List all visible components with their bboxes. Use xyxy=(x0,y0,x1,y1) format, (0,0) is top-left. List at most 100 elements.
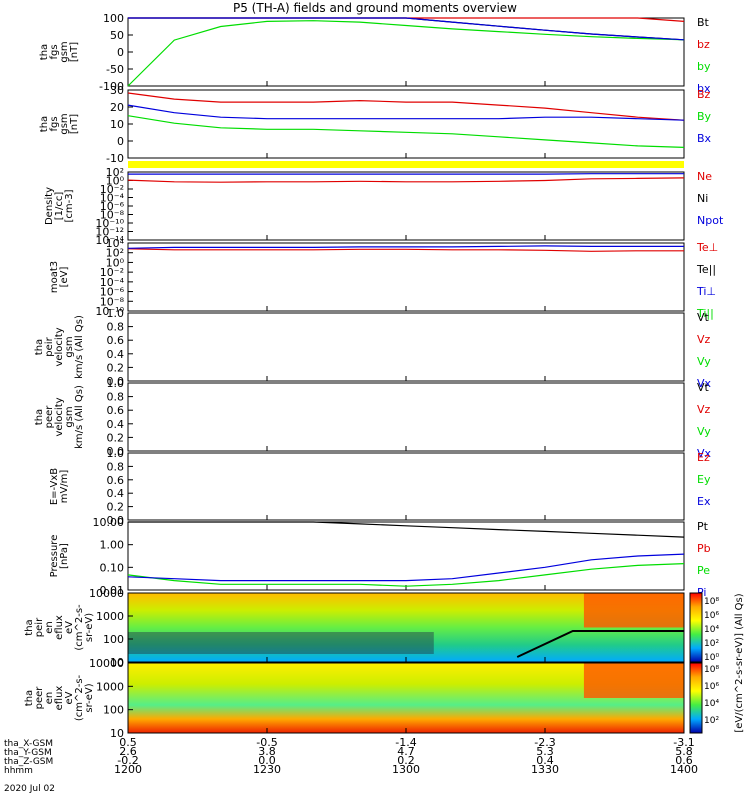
x-row-value: 1400 xyxy=(670,763,698,776)
y-axis-label: [cm-3] xyxy=(64,189,75,222)
y-tick-label: 0 xyxy=(117,135,124,148)
y-tick-label: 1.0 xyxy=(107,447,125,460)
legend-Ne: Ne xyxy=(697,170,712,183)
series-Pt xyxy=(128,522,684,537)
series-By xyxy=(128,105,684,120)
colorbar-tick: 10⁴ xyxy=(704,699,719,709)
y-axis-label: mV/m] xyxy=(59,470,70,504)
series-Pe xyxy=(128,564,684,587)
date-label: 2020 Jul 02 xyxy=(4,784,55,794)
panel-frame xyxy=(128,18,684,86)
y-tick-label: 100 xyxy=(103,704,124,717)
y-axis-label: km/s (All Qs) xyxy=(74,385,85,449)
legend-Vy: Vy xyxy=(697,425,711,438)
colorbar-tick: 10⁶ xyxy=(704,682,719,692)
y-tick-label: 1.0 xyxy=(107,307,125,320)
y-tick-label: 0.6 xyxy=(107,474,125,487)
legend-Ey: Ey xyxy=(697,473,711,486)
series-Pi xyxy=(128,554,684,581)
y-tick-label: 1.00 xyxy=(100,539,125,552)
legend-Ti⊥: Ti⊥ xyxy=(696,285,716,298)
series-Bx xyxy=(128,116,684,148)
panel-frame xyxy=(128,453,684,520)
legend-Bx: Bx xyxy=(697,132,712,145)
spectrogram-noise-region xyxy=(128,632,434,654)
colorbar-tick: 10⁸ xyxy=(704,597,719,607)
colorbar-tick: 10² xyxy=(704,639,719,649)
y-tick-label: 30 xyxy=(110,84,124,97)
series-by xyxy=(128,21,684,86)
series-Ne xyxy=(128,178,684,182)
panel-frame xyxy=(128,90,684,158)
spectrogram-hot-region xyxy=(584,593,684,628)
y-tick-label: 10 xyxy=(110,118,124,131)
y-tick-label: -50 xyxy=(106,63,124,76)
y-axis-label: [eV] xyxy=(59,267,70,288)
y-tick-label: 0.2 xyxy=(107,501,125,514)
y-tick-label: 0.8 xyxy=(107,460,125,473)
colorbar-1 xyxy=(690,593,702,662)
colorbar-tick: 10⁰ xyxy=(704,653,719,663)
y-axis-label: [nT] xyxy=(69,114,80,134)
colorbar-label: [eV/(cm^2-s-sr-eV)] (All Qs) xyxy=(734,593,745,732)
y-tick-label: 0.2 xyxy=(107,431,125,444)
x-row-label: hhmm xyxy=(4,766,33,776)
legend-By: By xyxy=(697,110,712,123)
y-tick-label: 0 xyxy=(117,46,124,59)
x-row-value: 1230 xyxy=(253,763,281,776)
y-tick-label: 0.8 xyxy=(107,391,125,404)
y-tick-label: 10000 xyxy=(89,657,124,670)
panel-frame xyxy=(128,313,684,381)
colorbar-2 xyxy=(690,663,702,733)
x-row-value: 1330 xyxy=(531,763,559,776)
legend-by: by xyxy=(697,60,711,73)
y-tick-label: 0.10 xyxy=(100,561,125,574)
x-row-value: 1300 xyxy=(392,763,420,776)
y-tick-label: 1000 xyxy=(96,610,124,623)
legend-Ex: Ex xyxy=(697,495,711,508)
legend-Vz: Vz xyxy=(697,333,711,346)
legend-Vt: Vt xyxy=(697,311,710,324)
y-tick-label: 0.6 xyxy=(107,404,125,417)
y-axis-label: [nT] xyxy=(69,42,80,62)
y-tick-label: 0.6 xyxy=(107,334,125,347)
legend-Ni: Ni xyxy=(697,192,708,205)
legend-Te||: Te|| xyxy=(696,263,716,276)
y-tick-label: 0.4 xyxy=(107,487,125,500)
y-tick-label: -10 xyxy=(106,152,124,165)
colorbar-tick: 10² xyxy=(704,716,719,726)
series-Te⊥ xyxy=(128,249,684,252)
legend-bz: bz xyxy=(697,38,710,51)
yellow-flag-bar xyxy=(128,161,684,168)
y-axis-label: km/s (All Qs) xyxy=(74,315,85,379)
y-axis-label: [nPa] xyxy=(59,543,70,569)
y-tick-label: 0.4 xyxy=(107,418,125,431)
panel-frame xyxy=(128,383,684,451)
legend-Bt: Bt xyxy=(697,16,710,29)
panel-frame xyxy=(128,243,684,311)
colorbar-tick: 10⁴ xyxy=(704,625,719,635)
y-tick-label: 0.2 xyxy=(107,361,125,374)
spectrogram-hot-region xyxy=(584,663,684,698)
legend-Pe: Pe xyxy=(697,564,710,577)
y-tick-label: 1.0 xyxy=(107,377,125,390)
y-tick-label: 0.8 xyxy=(107,321,125,334)
legend-Pt: Pt xyxy=(697,520,709,533)
plot-title: P5 (TH-A) fields and ground moments over… xyxy=(0,1,750,15)
legend-Bz: Bz xyxy=(697,88,711,101)
y-tick-label: 20 xyxy=(110,101,124,114)
y-tick-label: 50 xyxy=(110,29,124,42)
legend-Npot: Npot xyxy=(697,214,724,227)
legend-Vy: Vy xyxy=(697,355,711,368)
series-Ti⊥ xyxy=(128,246,684,248)
legend-Vz: Vz xyxy=(697,403,711,416)
y-tick-label: 100 xyxy=(103,633,124,646)
